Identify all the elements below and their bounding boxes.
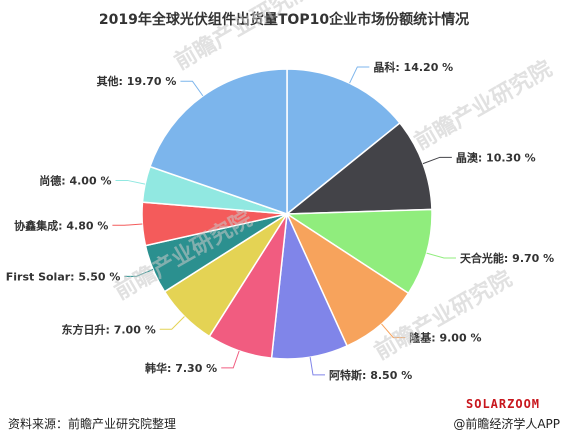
pie-slice bbox=[149, 68, 288, 216]
leader-line bbox=[422, 156, 452, 165]
slice-label: 晶澳: 10.30 % bbox=[456, 150, 536, 164]
leader-line bbox=[115, 179, 146, 185]
footer-credit: @前瞻经济学人APP bbox=[453, 416, 560, 431]
slice-label: First Solar: 5.50 % bbox=[6, 270, 121, 283]
slice-label: 韩华: 7.30 % bbox=[145, 361, 217, 375]
label-leader-lines bbox=[112, 66, 456, 376]
slice-label: 阿特斯: 8.50 % bbox=[329, 368, 412, 382]
pie-slice bbox=[286, 68, 401, 216]
chart-title: 2019年全球光伏组件出货量TOP10企业市场份额统计情况 bbox=[99, 11, 469, 28]
slice-labels: 晶科: 14.20 % 晶澳: 10.30 % 天合光能: 9.70 % 隆基: 9.… bbox=[6, 60, 554, 382]
leader-line bbox=[426, 252, 456, 259]
pie-slice bbox=[284, 208, 433, 295]
pie-slices bbox=[141, 68, 433, 360]
leader-line bbox=[221, 350, 240, 369]
slice-label: 尚德: 4.00 % bbox=[39, 173, 111, 187]
slice-label: 协鑫集成: 4.80 % bbox=[14, 218, 108, 232]
leader-line bbox=[112, 223, 143, 226]
slice-label: 隆基: 9.00 % bbox=[409, 331, 481, 345]
leader-line bbox=[124, 269, 154, 277]
leader-line bbox=[180, 80, 204, 97]
slice-label: 东方日升: 7.00 % bbox=[62, 322, 156, 336]
leader-line bbox=[309, 357, 325, 376]
slice-label: 晶科: 14.20 % bbox=[373, 60, 453, 74]
footer-source: 资料来源：前瞻产业研究院整理 bbox=[8, 416, 176, 431]
pie-slice bbox=[285, 211, 410, 347]
brand-logo: SOLARZOOM bbox=[466, 397, 540, 411]
slice-label: 其他: 19.70 % bbox=[97, 74, 177, 88]
leader-line bbox=[159, 316, 185, 330]
leader-line bbox=[349, 66, 370, 84]
slice-label: 天合光能: 9.70 % bbox=[460, 251, 554, 265]
leader-line bbox=[381, 323, 406, 339]
